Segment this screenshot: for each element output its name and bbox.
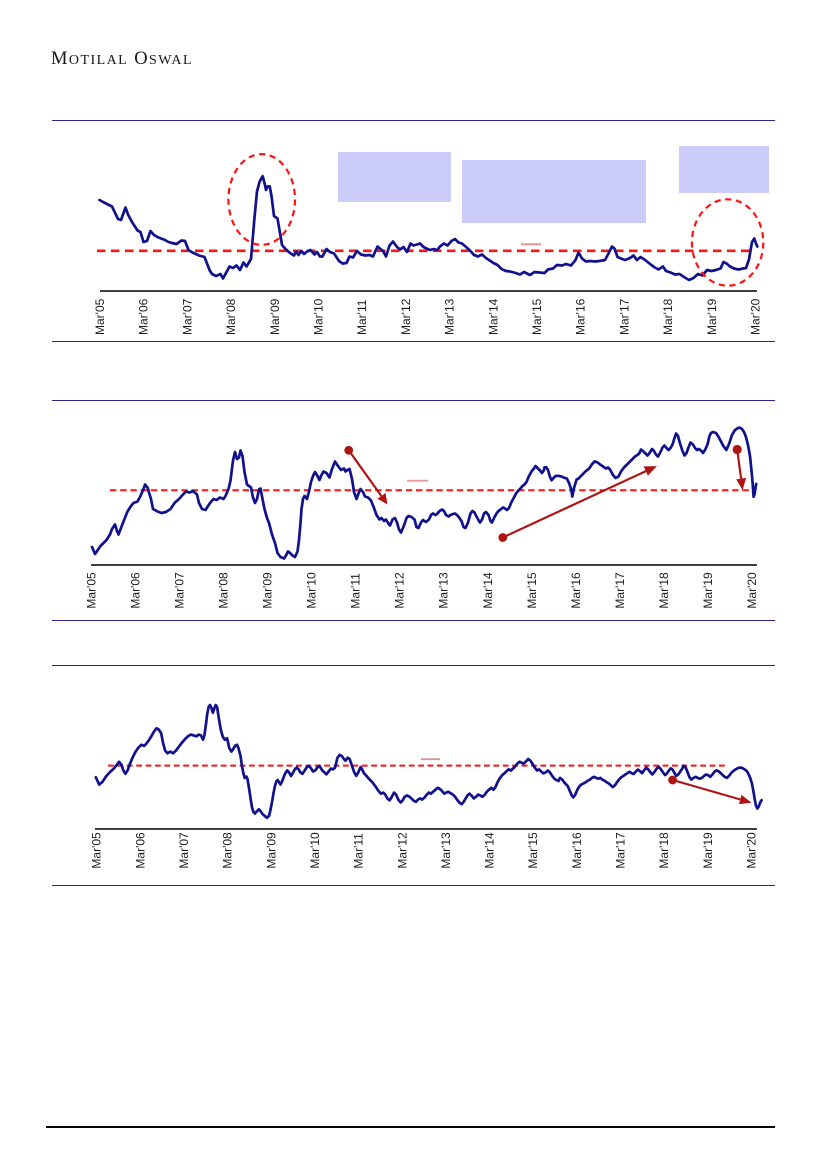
- svg-text:Mar'08: Mar'08: [221, 832, 235, 869]
- svg-text:Mar'17: Mar'17: [617, 298, 631, 335]
- svg-text:Mar'12: Mar'12: [395, 832, 409, 869]
- svg-text:Mar'16: Mar'16: [574, 298, 588, 335]
- svg-text:Mar'19: Mar'19: [701, 572, 715, 609]
- svg-text:Mar'08: Mar'08: [224, 298, 238, 335]
- svg-text:Mar'15: Mar'15: [530, 298, 544, 335]
- svg-text:Mar'13: Mar'13: [439, 832, 453, 869]
- svg-text:Mar'08: Mar'08: [216, 572, 230, 609]
- svg-text:Mar'12: Mar'12: [393, 572, 407, 609]
- svg-text:Mar'11: Mar'11: [352, 833, 366, 869]
- svg-text:Mar'14: Mar'14: [486, 298, 500, 335]
- svg-text:Mar'11: Mar'11: [355, 299, 369, 335]
- svg-text:Mar'10: Mar'10: [305, 572, 319, 609]
- svg-text:Mar'16: Mar'16: [570, 832, 584, 869]
- svg-text:Mar'18: Mar'18: [661, 298, 675, 335]
- svg-text:Mar'06: Mar'06: [133, 832, 147, 869]
- svg-text:Mar'10: Mar'10: [312, 298, 326, 335]
- svg-text:Mar'19: Mar'19: [701, 832, 715, 869]
- svg-text:Mar'18: Mar'18: [657, 832, 671, 869]
- svg-text:Mar'15: Mar'15: [526, 832, 540, 869]
- svg-text:Mar'07: Mar'07: [177, 832, 191, 869]
- svg-text:Mar'20: Mar'20: [745, 572, 759, 609]
- svg-text:Mar'12: Mar'12: [399, 298, 413, 335]
- svg-text:Mar'14: Mar'14: [483, 832, 497, 869]
- svg-text:Mar'11: Mar'11: [349, 573, 363, 609]
- svg-text:Mar'05: Mar'05: [90, 832, 104, 869]
- svg-text:Mar'16: Mar'16: [569, 572, 583, 609]
- svg-text:Mar'07: Mar'07: [172, 572, 186, 609]
- svg-text:Mar'19: Mar'19: [705, 298, 719, 335]
- svg-text:Mar'17: Mar'17: [614, 832, 628, 869]
- svg-text:Mar'14: Mar'14: [481, 572, 495, 609]
- svg-text:Mar'09: Mar'09: [268, 298, 282, 335]
- svg-text:Mar'13: Mar'13: [437, 572, 451, 609]
- svg-text:Mar'06: Mar'06: [137, 298, 151, 335]
- svg-text:Mar'20: Mar'20: [749, 298, 763, 335]
- svg-text:Mar'09: Mar'09: [261, 572, 275, 609]
- svg-text:Mar'20: Mar'20: [744, 832, 758, 869]
- svg-text:Mar'15: Mar'15: [525, 572, 539, 609]
- svg-text:Mar'18: Mar'18: [657, 572, 671, 609]
- svg-text:Mar'05: Mar'05: [93, 298, 107, 335]
- svg-text:Mar'10: Mar'10: [308, 832, 322, 869]
- svg-text:Mar'05: Mar'05: [84, 572, 98, 609]
- svg-text:Mar'17: Mar'17: [613, 572, 627, 609]
- svg-text:Mar'09: Mar'09: [264, 832, 278, 869]
- svg-text:Mar'07: Mar'07: [180, 298, 194, 335]
- svg-text:Mar'13: Mar'13: [443, 298, 457, 335]
- svg-text:Mar'06: Mar'06: [128, 572, 142, 609]
